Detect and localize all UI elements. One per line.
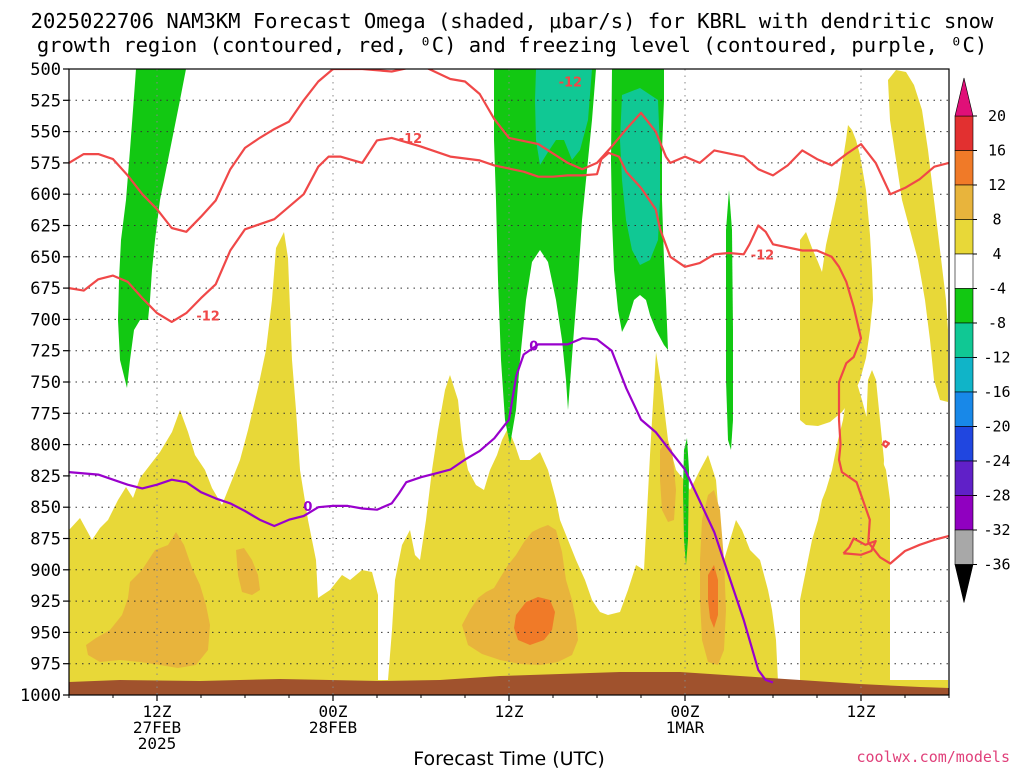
contour-label: 0 [303, 500, 312, 515]
y-tick-label: 900 [30, 561, 61, 581]
colorbar-tick-label: -12 [983, 349, 1010, 367]
y-tick-label: 850 [30, 498, 61, 518]
x-tick-label: 27FEB [133, 718, 181, 737]
dendritic-contour-minus12 [842, 537, 877, 556]
omega-gold-region [660, 440, 676, 522]
colorbar-swatch [954, 322, 974, 358]
dendritic-contour-minus12 [69, 136, 949, 565]
x-tick-label: 28FEB [309, 718, 357, 737]
credit-text: coolwx.com/models [856, 748, 1010, 766]
x-tick-label: 12Z [495, 702, 524, 721]
colorbar-tick-label: -24 [983, 452, 1010, 470]
y-tick-label: 625 [30, 217, 61, 237]
freezing-level-contour [69, 337, 774, 684]
omega-yellow-region [888, 70, 948, 402]
y-tick-label: 750 [30, 373, 61, 393]
chart-title-line1: 2025022706 NAM3KM Forecast Omega (shaded… [31, 9, 994, 33]
omega-teal-region [620, 88, 660, 265]
plot-area [69, 69, 949, 695]
x-tick-label: 12Z [143, 702, 172, 721]
grid [69, 69, 949, 695]
colorbar-tick-label: -28 [983, 487, 1010, 505]
colorbar-swatch [954, 495, 974, 531]
colorbar-swatch [954, 357, 974, 393]
contour-label: 0 [529, 340, 538, 355]
x-tick-label: 00Z [319, 702, 348, 721]
colorbar-tick-label: 20 [988, 107, 1006, 125]
colorbar-tick-label: 4 [992, 245, 1001, 263]
y-tick-label: 500 [30, 60, 61, 80]
dendritic-contour-minus12 [881, 439, 890, 449]
colorbar-swatch [954, 150, 974, 186]
colorbar-tick-label: -4 [988, 280, 1006, 298]
omega-gold-region [236, 548, 260, 595]
colorbar-tick-label: -32 [983, 521, 1010, 539]
y-tick-label: 675 [30, 279, 61, 299]
omega-green-region [118, 69, 186, 388]
contour-label: -12 [751, 248, 775, 263]
y-tick-label: 725 [30, 342, 61, 362]
x-tick-label: 00Z [671, 702, 700, 721]
y-tick-label: 975 [30, 655, 61, 675]
dendritic-contour-minus12 [69, 69, 949, 233]
colorbar-top-arrow [954, 77, 974, 117]
y-tick-label: 550 [30, 123, 61, 143]
colorbar-tick-label: -8 [988, 314, 1006, 332]
contour-label: -12 [399, 132, 423, 147]
colorbar-tick-label: 12 [988, 176, 1006, 194]
x-tick-label: 12Z [847, 702, 876, 721]
y-tick-label: 1000 [20, 686, 61, 706]
colorbar-tick-label: -16 [983, 383, 1010, 401]
contour-label: -12 [196, 310, 220, 325]
x-axis-label: Forecast Time (UTC) [413, 748, 604, 768]
colorbar-tick-label: 8 [992, 211, 1001, 229]
omega-yellow-region [800, 125, 873, 426]
colorbar-bottom-arrow [954, 564, 974, 603]
omega-orange-region [708, 565, 718, 628]
contour-labels: -12 -12 -12 -12 0 0 [196, 76, 775, 515]
y-tick-label: 600 [30, 185, 61, 205]
omega-green-region [726, 190, 733, 450]
y-tick-label: 925 [30, 592, 61, 612]
y-tick-label: 525 [30, 91, 61, 111]
y-tick-label: 800 [30, 436, 61, 456]
chart-title-line2: growth region (contoured, red, ⁰C) and f… [37, 33, 987, 57]
colorbar-swatch [954, 219, 974, 255]
colorbar-tick-label: -36 [983, 556, 1010, 574]
y-tick-label: 775 [30, 404, 61, 424]
omega-orange-region [514, 597, 555, 645]
x-tick-label: 2025 [138, 734, 177, 753]
colorbar-swatch [954, 426, 974, 462]
colorbar-swatch [954, 391, 974, 427]
contour-label: -12 [559, 76, 583, 91]
contours [69, 69, 949, 684]
y-tick-label: 575 [30, 154, 61, 174]
colorbar-swatch [954, 184, 974, 220]
y-axis: 500 525 550 575 600 625 650 675 700 725 750 775 800 8… [20, 60, 69, 706]
y-tick-label: 825 [30, 467, 61, 487]
colorbar-tick-label: 16 [988, 142, 1006, 160]
colorbar-swatch [954, 529, 974, 565]
omega-teal-region [535, 69, 592, 165]
colorbar-swatch [954, 115, 974, 151]
y-tick-label: 700 [30, 310, 61, 330]
terrain-ground [69, 672, 949, 695]
colorbar-swatch [954, 253, 974, 289]
y-tick-label: 650 [30, 248, 61, 268]
omega-gold-region [86, 532, 210, 668]
y-tick-label: 875 [30, 530, 61, 550]
colorbar-swatch [954, 460, 974, 496]
y-tick-label: 950 [30, 623, 61, 643]
colorbar-swatch [954, 288, 974, 324]
colorbar: 20 16 12 8 4 -4 -8 -12 -16 -20 -24 -28 -32 -36 [954, 77, 1011, 603]
x-tick-label: 1MAR [666, 718, 705, 737]
colorbar-tick-label: -20 [983, 418, 1010, 436]
